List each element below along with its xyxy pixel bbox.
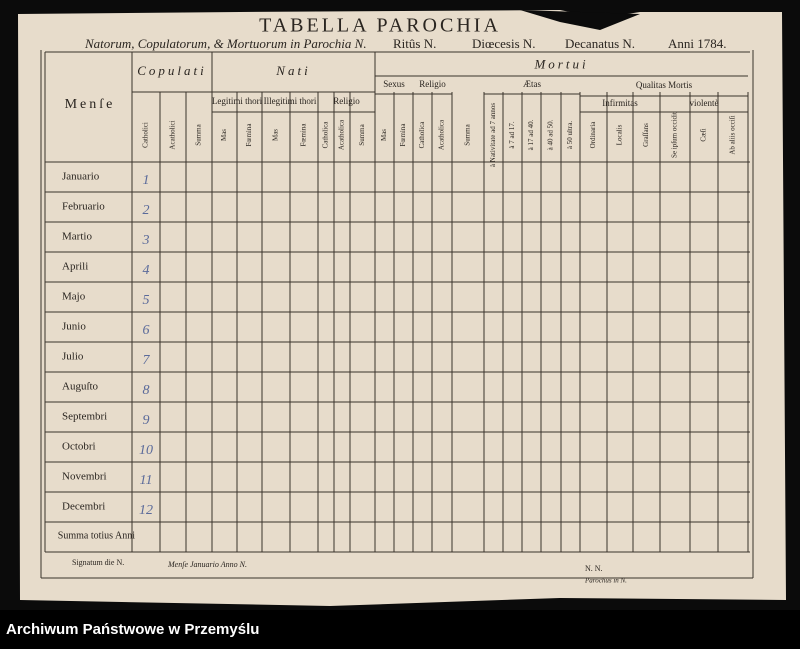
column-header: Summa [464,123,472,145]
month: Januario [62,171,100,183]
month: Novembri [62,471,107,483]
caption: Archiwum Państwowe w Przemyślu [6,621,259,638]
column-header: Localis [616,124,624,145]
group-header: Mortui [533,56,588,71]
column-header: à 7 ad 17. [508,121,516,148]
group-header: Sexus [383,79,405,89]
group-header: violentè [690,98,719,108]
month: Aprili [62,261,88,273]
month: Martio [62,231,92,243]
month-number: 1 [143,173,150,188]
month-number: 6 [143,323,150,338]
subtitle: Natorum, Copulatorum, & Mortuorum in Par… [84,36,367,51]
month: Februario [62,201,105,213]
month: Junio [62,321,86,333]
column-header: Graſſans [642,123,650,147]
mense-header: Menſe [65,97,116,112]
group-header: Nati [275,63,310,78]
month: Septembri [62,411,107,423]
month-number: 3 [142,233,150,248]
month: Majo [62,291,86,303]
month-number: 2 [143,203,150,218]
column-header: Fœmina [245,123,253,147]
column-header: Catholica [322,121,330,149]
column-header: Fœmina [300,123,308,147]
month: Auguſto [62,381,99,393]
column-header: à 50 ultra. [566,121,574,149]
month: Octobri [62,441,96,453]
group-header: Religio [419,79,446,89]
month-number: 5 [143,293,150,308]
total-row: Summa totius Anni [58,530,135,541]
month-number: 11 [140,473,153,488]
footer-signatum: Signatum die N. [72,558,124,567]
column-header: Ordinaria [589,121,597,149]
decanatus: Decanatus N. [565,36,635,51]
column-header: Ab aliis occiſi [729,115,737,154]
ritus: Ritûs N. [393,36,436,51]
column-header: à Nativitate ad 7 annos [489,103,497,167]
group-header: Ætas [523,79,541,89]
column-header: Catholica [418,121,426,149]
caption-bar [0,610,800,649]
column-header: Fœmina [399,123,407,147]
column-header: Catholici [142,122,150,148]
column-header: Mas [220,129,228,141]
column-header: Mas [380,129,388,141]
group-header: Legitimi thori [212,96,263,106]
month-number: 8 [143,383,150,398]
title: TABELLA PAROCHIA [259,15,501,37]
group-header: Infirmitas [602,98,638,108]
group-header: Religio [333,96,360,106]
anni: Anni 1784. [668,36,727,51]
column-header: Acatholica [438,119,446,150]
month-number: 7 [143,353,151,368]
column-header: Acatholica [338,119,346,150]
month-number: 12 [139,503,153,518]
column-header: à 40 ad 50. [547,119,555,150]
month: Julio [62,351,84,363]
column-header: Summa [358,123,366,145]
column-header: à 17 ad 40. [527,119,535,150]
paper [18,10,786,606]
month-number: 9 [143,413,150,428]
column-header: Summa [195,123,203,145]
month-number: 4 [143,263,150,278]
column-header: Cæſi [700,128,708,141]
dioecesis: Diœcesis N. [472,36,536,51]
group-header: Qualitas Mortis [636,80,693,90]
group-header: Copulati [137,63,207,78]
month: Decembri [62,501,105,513]
column-header: Se ipſum occidit [671,112,679,158]
column-header: Mas [272,129,280,141]
footer-mense: Menſe Januario Anno N. [167,560,247,569]
column-header: Acatholici [169,120,177,149]
month-number: 10 [139,443,153,458]
footer-parochus: Parochus in N. [584,577,627,585]
tear [520,10,640,30]
group-header: Illegitimi thori [264,96,317,106]
footer-nn: N. N. [585,564,603,573]
